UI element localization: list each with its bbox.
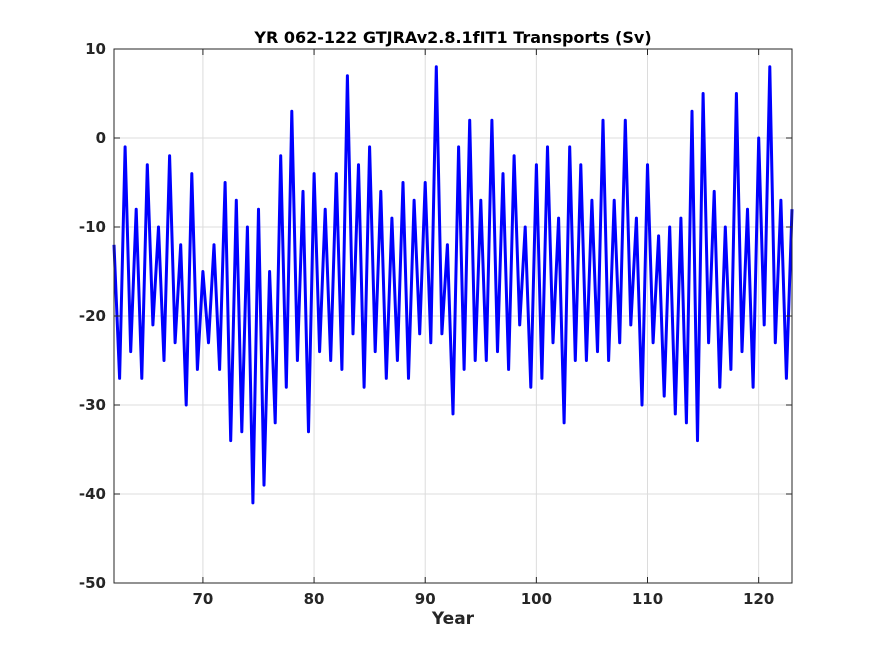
series-line [112,65,794,505]
x-tick-label: 90 [415,590,436,608]
x-axis-label: Year [431,609,475,629]
data-series [112,65,794,505]
x-tick-label: 120 [743,590,774,608]
x-tick-label: 70 [192,590,213,608]
chart-title: YR 062-122 GTJRAv2.8.1fIT1 Transports (S… [253,28,651,47]
y-tick-label: -30 [79,396,106,414]
y-tick-label: -50 [79,574,106,592]
y-tick-label: 10 [85,40,106,58]
x-tick-label: 100 [521,590,552,608]
y-tick-label: 0 [96,129,106,147]
x-tick-label: 80 [304,590,325,608]
x-tick-label: 110 [632,590,663,608]
y-tick-label: -40 [79,485,106,503]
y-tick-label: -10 [79,218,106,236]
y-tick-label: -20 [79,307,106,325]
